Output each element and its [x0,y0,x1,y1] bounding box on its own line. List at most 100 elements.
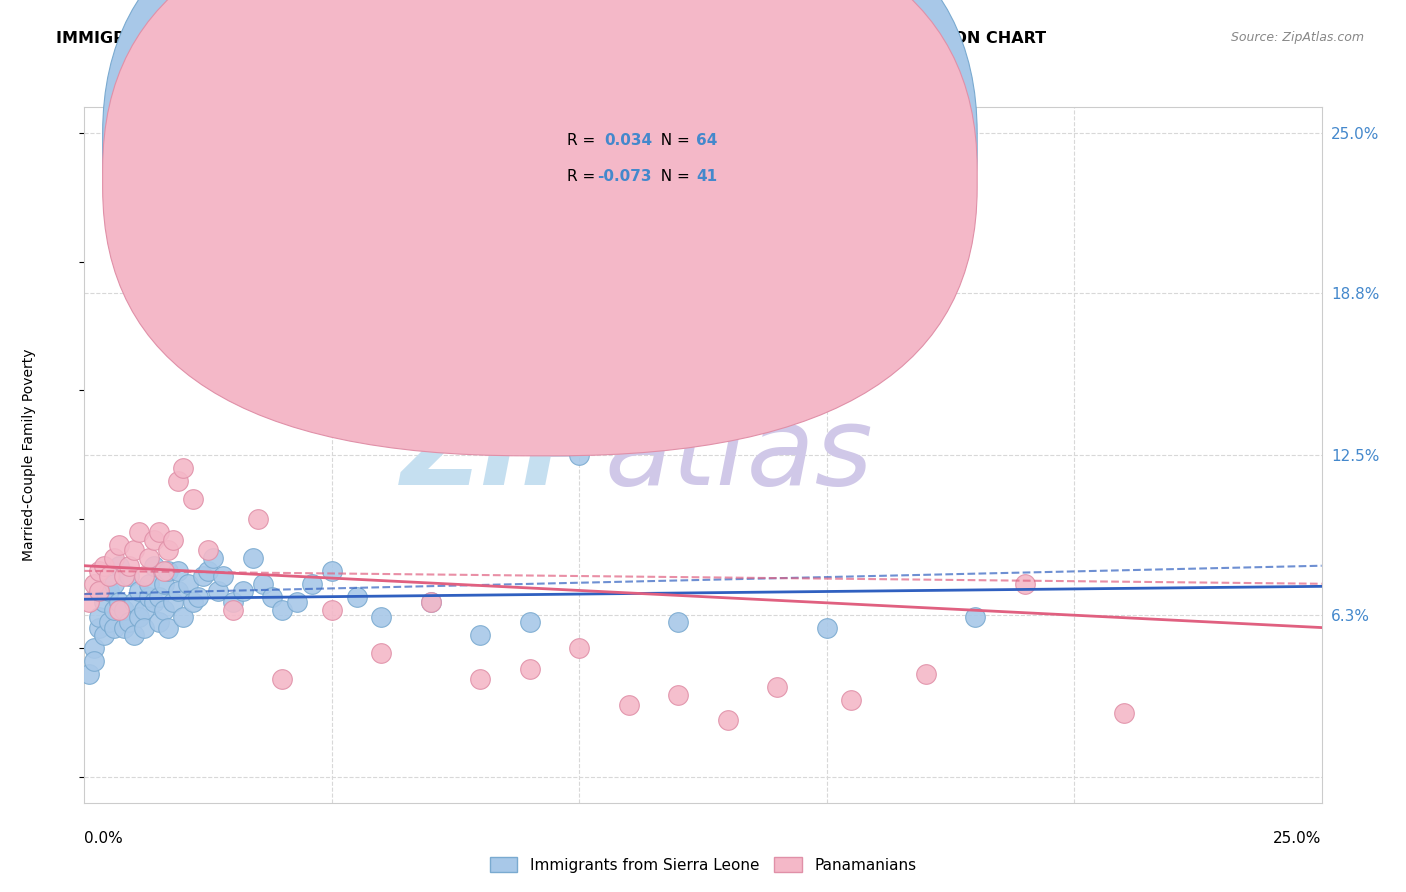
Point [157,543,180,558]
Point [138,576,160,591]
Point [815,621,838,635]
Point [419,595,441,609]
Point [666,688,689,702]
Point [79,595,101,609]
Point [172,610,194,624]
Point [122,543,145,558]
Point [181,491,204,506]
Text: N =: N = [651,134,695,148]
Point [965,610,987,624]
Point [93,595,115,609]
Point [222,602,245,616]
Text: R =: R = [567,169,600,184]
Point [236,216,259,230]
Text: IMMIGRANTS FROM SIERRA LEONE VS PANAMANIAN MARRIED-COUPLE FAMILY POVERTY CORRELA: IMMIGRANTS FROM SIERRA LEONE VS PANAMANI… [56,31,1046,46]
Point [370,646,392,660]
Point [157,564,180,578]
Point [419,595,441,609]
Point [222,595,245,609]
Point [148,590,170,604]
Point [112,602,135,616]
Point [157,621,180,635]
Text: R =: R = [567,134,605,148]
Point [152,602,174,616]
Point [370,610,392,624]
Point [142,558,165,573]
Point [470,628,492,642]
Point [191,569,214,583]
Point [172,460,194,475]
Point [79,667,101,681]
Text: 41: 41 [696,169,717,184]
Point [118,558,141,573]
Point [666,615,689,630]
Point [128,525,150,540]
Point [142,595,165,609]
Point [83,654,105,668]
Text: 0.0%: 0.0% [84,830,124,846]
Point [89,610,111,624]
Point [152,576,174,591]
Point [167,564,190,578]
Point [83,576,105,591]
Point [138,590,160,604]
Point [271,672,294,686]
Point [1014,576,1036,591]
Point [346,590,368,604]
Point [148,525,170,540]
Point [187,590,209,604]
Point [112,621,135,635]
Point [128,610,150,624]
Point [1112,706,1135,720]
Point [285,595,308,609]
Point [98,584,121,599]
Point [103,621,125,635]
Point [519,615,541,630]
Text: atlas: atlas [605,401,873,508]
Point [232,584,254,599]
Point [271,602,294,616]
Point [914,667,936,681]
Point [93,558,115,573]
Point [118,569,141,583]
Point [132,569,155,583]
Point [103,576,125,591]
Text: Source: ZipAtlas.com: Source: ZipAtlas.com [1230,31,1364,45]
Point [122,595,145,609]
Point [148,615,170,630]
Point [128,584,150,599]
Point [321,564,343,578]
Point [89,621,111,635]
Point [202,551,225,566]
Point [301,576,323,591]
Point [83,641,105,656]
Point [162,533,184,547]
Text: Married-Couple Family Poverty: Married-Couple Family Poverty [21,349,35,561]
Point [118,615,141,630]
Point [152,564,174,578]
Point [252,576,274,591]
Point [262,590,284,604]
Text: 25.0%: 25.0% [1274,830,1322,846]
Legend: Immigrants from Sierra Leone, Panamanians: Immigrants from Sierra Leone, Panamanian… [484,850,922,879]
Point [108,558,131,573]
Point [142,533,165,547]
Text: N =: N = [651,169,695,184]
Point [103,602,125,616]
Point [841,692,863,706]
Point [89,584,111,599]
Point [207,584,229,599]
Point [122,628,145,642]
Point [212,569,235,583]
Point [162,595,184,609]
Point [246,512,269,526]
Point [519,662,541,676]
Point [108,595,131,609]
Point [385,275,408,289]
Point [167,474,190,488]
Text: -0.073: -0.073 [598,169,652,184]
Point [108,602,131,616]
Point [470,672,492,686]
Point [89,564,111,578]
Text: 64: 64 [696,134,717,148]
